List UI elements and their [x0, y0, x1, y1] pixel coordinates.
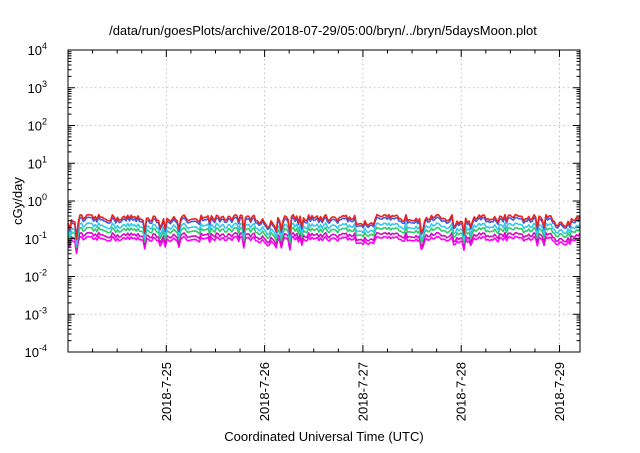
series-lines [67, 213, 581, 255]
y-tick-label: 102 [28, 117, 47, 134]
series-line [67, 235, 581, 255]
y-tick-label: 10-3 [25, 305, 47, 322]
x-tick-label: 2018-7-25 [159, 362, 174, 421]
x-ticks: 2018-7-25 2018-7-26 2018-7-27 2018-7-28 2018… [92, 50, 567, 421]
grid [68, 50, 580, 352]
series-line [67, 216, 581, 241]
x-tick-label: 2018-7-28 [454, 362, 469, 421]
y-tick-label: 103 [28, 79, 47, 96]
y-tick-label: 10-2 [25, 268, 47, 285]
chart-title: /data/run/goesPlots/archive/2018-07-29/0… [109, 23, 537, 38]
y-tick-label: 101 [28, 154, 47, 171]
y-ticks: 10-4 10-3 10-2 10-1 100 101 102 103 104 [25, 41, 580, 360]
x-tick-label: 2018-7-26 [257, 362, 272, 421]
x-tick-label: 2018-7-29 [552, 362, 567, 421]
x-axis-label: Coordinated Universal Time (UTC) [224, 429, 423, 444]
series-line [67, 226, 581, 248]
x-tick-label: 2018-7-27 [355, 362, 370, 421]
y-tick-label: 104 [28, 41, 47, 58]
y-axis-label: cGy/day [10, 177, 25, 225]
y-tick-label: 10-4 [25, 343, 47, 360]
series-line [67, 231, 581, 252]
y-tick-label: 10-1 [25, 230, 47, 247]
series-line [67, 222, 581, 245]
y-tick-label: 100 [28, 192, 47, 209]
series-line [67, 213, 581, 240]
